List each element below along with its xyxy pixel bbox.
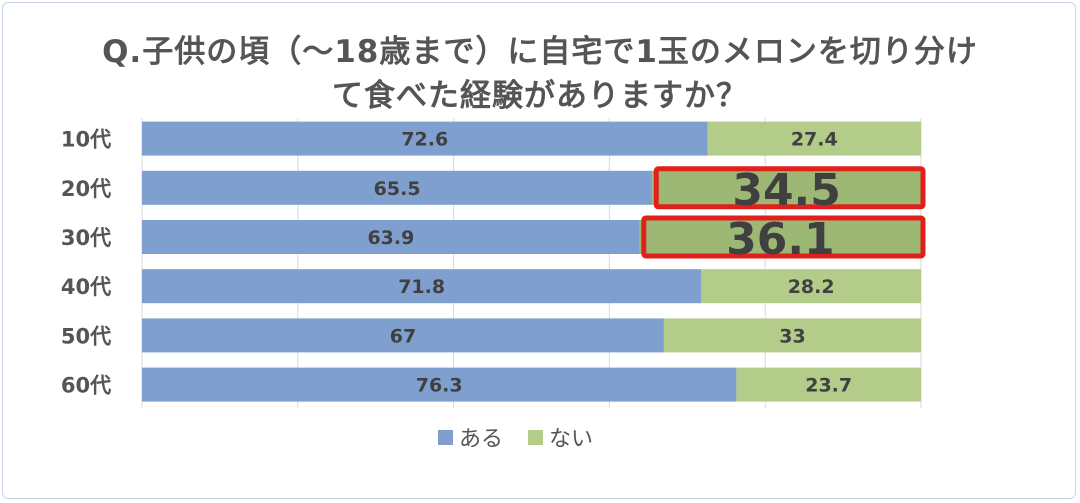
chart-title-line-2: て食べた経験がありますか？ [332, 78, 748, 114]
bar-nai [701, 269, 921, 304]
data-label-aru: 72.6 [401, 129, 448, 151]
bar-nai [652, 170, 921, 205]
data-label-aru: 65.5 [374, 178, 421, 200]
bar-aru [142, 220, 640, 254]
data-label-nai: 27.4 [791, 129, 838, 151]
data-label-nai: 23.7 [805, 375, 852, 397]
legend-label-aru: ある [459, 427, 503, 452]
category-label: 60代 [61, 374, 111, 398]
category-label: 30代 [61, 226, 111, 250]
category-label: 40代 [61, 275, 111, 299]
bar-aru [142, 269, 702, 304]
data-label-aru: 67 [390, 325, 416, 347]
bar-nai [707, 121, 921, 156]
category-label: 10代 [61, 128, 111, 152]
highlight-box [653, 166, 926, 210]
highlight-box [641, 215, 926, 259]
bar-nai [663, 318, 921, 353]
bar-aru [142, 318, 664, 353]
data-label-nai-highlighted: 34.5 [732, 165, 841, 216]
category-label: 50代 [61, 324, 111, 348]
data-label-nai: 33 [779, 325, 805, 347]
data-label-nai: 28.2 [788, 276, 835, 298]
data-label-nai-highlighted: 36.1 [726, 214, 835, 265]
bar-aru [142, 367, 737, 402]
data-label-aru: 71.8 [398, 276, 445, 298]
legend-label-nai: ない [549, 427, 593, 452]
data-label-aru: 63.9 [367, 227, 414, 249]
chart-title-line-1: Q.子供の頃（～18歳まで）に自宅で1玉のメロンを切り分け [102, 34, 978, 70]
bar-aru [142, 121, 708, 156]
data-label-aru: 76.3 [416, 375, 463, 397]
bar-aru [142, 170, 653, 205]
bar-nai [639, 220, 921, 254]
bar-nai [736, 367, 921, 402]
category-label: 20代 [61, 177, 111, 201]
legend-swatch-aru [438, 430, 453, 445]
legend-swatch-nai [528, 430, 543, 445]
